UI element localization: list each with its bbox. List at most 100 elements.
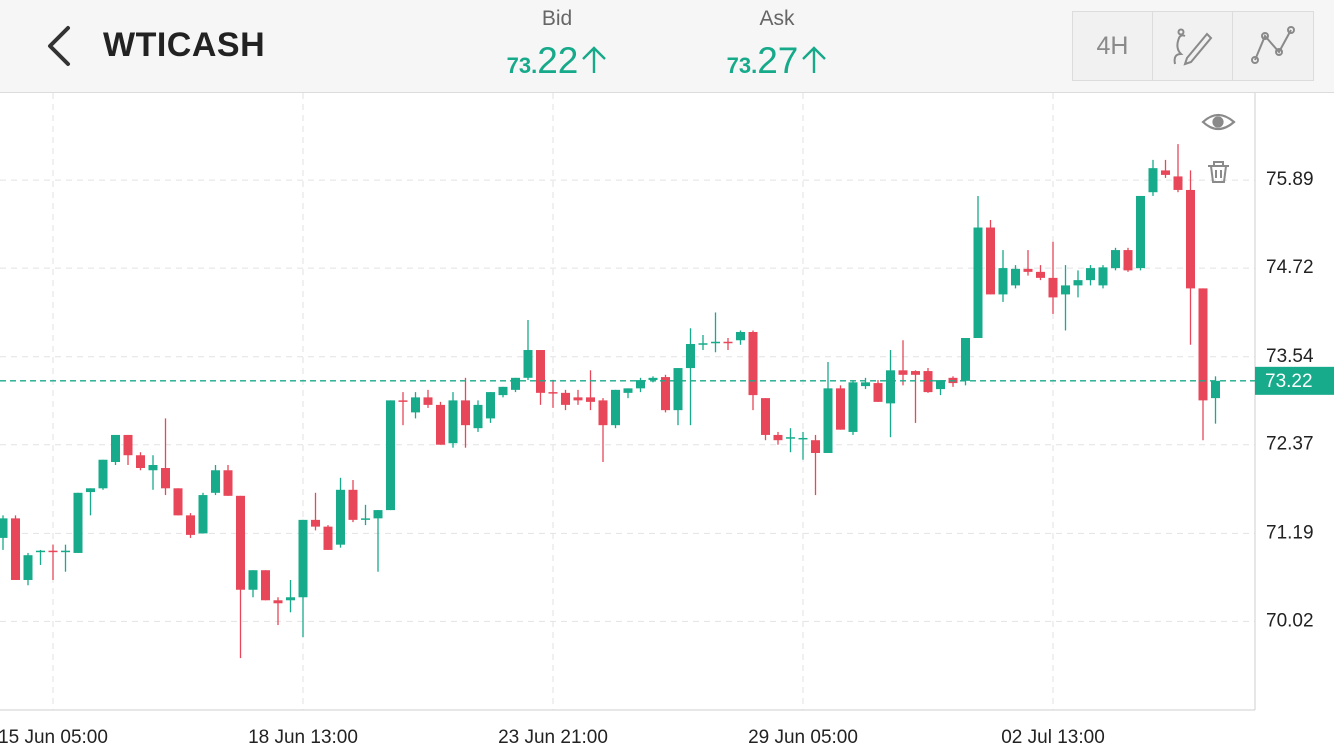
candle-body	[823, 388, 833, 453]
x-tick-label: 15 Jun 05:00	[0, 727, 108, 748]
candle-body	[561, 392, 570, 405]
candle-body	[136, 455, 145, 469]
toolbar: 4H	[1072, 11, 1314, 81]
candle-body	[611, 389, 620, 426]
candle-body	[673, 368, 683, 411]
candle-body	[511, 377, 520, 390]
candle-body	[1161, 170, 1170, 175]
current-price-tag	[1255, 366, 1334, 395]
symbol-title: WTICASH	[103, 26, 266, 64]
candle-body	[436, 404, 445, 445]
candle-body	[1086, 268, 1095, 281]
candle-body	[698, 343, 708, 345]
candle-body	[1186, 189, 1195, 289]
candle-body	[923, 371, 933, 393]
timeframe-button[interactable]: 4H	[1073, 12, 1153, 80]
bid-price-tail: 22	[537, 40, 579, 81]
candle-body	[1011, 268, 1020, 286]
candle-body	[261, 570, 270, 601]
candle-body	[836, 388, 845, 430]
candle-body	[498, 386, 508, 396]
draw-button[interactable]	[1153, 12, 1233, 80]
candle-body	[411, 397, 420, 413]
y-tick-label: 74.72	[1266, 257, 1314, 278]
ask-price: 73.27	[677, 40, 877, 82]
candle-body	[1136, 195, 1145, 269]
candle-body	[1173, 176, 1183, 190]
y-tick-label: 72.37	[1266, 434, 1314, 455]
candle-body	[198, 495, 208, 534]
candle-body	[1073, 280, 1083, 286]
candle-body	[273, 600, 283, 604]
x-tick-label: 29 Jun 05:00	[748, 727, 858, 748]
x-tick-label: 02 Jul 13:00	[1001, 727, 1105, 748]
x-tick-label: 23 Jun 21:00	[498, 727, 608, 748]
up-arrow	[802, 46, 827, 73]
candle-body	[448, 400, 458, 444]
line-chart-icon	[1251, 26, 1295, 64]
candles	[0, 144, 1220, 659]
candle-body	[73, 492, 83, 553]
candle-body	[936, 380, 945, 390]
candle-body	[1023, 268, 1033, 272]
candle-body	[761, 398, 770, 435]
y-tick-label: 71.19	[1266, 522, 1314, 543]
candle-body	[786, 437, 795, 439]
chart-tools	[1201, 113, 1236, 183]
pencil-icon	[1173, 28, 1212, 66]
candle-body	[323, 526, 333, 550]
top-bar: WTICASH Bid 73.22 Ask 73.27 4H	[0, 0, 1334, 93]
candle-body	[686, 344, 695, 369]
candle-body	[248, 570, 258, 590]
candle-body	[1061, 285, 1070, 295]
current-price-label: 73.22	[1265, 371, 1313, 392]
candle-body	[336, 489, 345, 545]
timeframe-label: 4H	[1096, 31, 1129, 60]
candle-body	[36, 550, 45, 553]
candle-body	[1098, 267, 1108, 286]
ask-label: Ask	[759, 7, 795, 30]
ask-price-tail: 27	[757, 40, 799, 81]
candle-body	[911, 371, 920, 375]
candle-body	[1211, 380, 1220, 399]
candle-body	[398, 400, 408, 402]
candle-body	[661, 377, 670, 411]
candle-body	[86, 488, 95, 493]
candle-body	[998, 268, 1008, 295]
candle-body	[286, 597, 295, 601]
indicator-button[interactable]	[1233, 12, 1313, 80]
candle-body	[1111, 250, 1120, 269]
visibility-button[interactable]	[1201, 113, 1236, 131]
candle-body	[811, 440, 820, 453]
candle-body	[773, 434, 783, 441]
candle-body	[898, 370, 908, 375]
bid-price: 73.22	[457, 40, 657, 82]
back-button[interactable]	[40, 24, 76, 68]
candle-body	[886, 370, 895, 404]
delete-button[interactable]	[1208, 161, 1229, 183]
candle-body	[798, 437, 808, 440]
candle-body	[111, 434, 120, 462]
candle-body	[461, 400, 470, 426]
candle-body	[648, 377, 658, 381]
candle-body	[723, 341, 733, 344]
y-tick-label: 73.54	[1266, 346, 1314, 367]
candle-body	[586, 397, 595, 402]
candle-body	[986, 227, 995, 295]
candle-body	[623, 388, 633, 393]
candle-body	[873, 383, 883, 402]
bid-label: Bid	[541, 7, 573, 30]
candle-body	[848, 382, 858, 432]
candle-body	[48, 550, 58, 553]
candle-body	[311, 519, 320, 527]
candle-body	[1148, 168, 1158, 193]
candle-body	[1198, 288, 1208, 401]
candle-body	[1036, 271, 1045, 278]
candle-body	[298, 519, 308, 598]
candle-body	[523, 350, 533, 378]
ask-price-head: 73.	[726, 53, 758, 78]
candle-body	[23, 555, 33, 580]
candle-body	[473, 404, 483, 429]
